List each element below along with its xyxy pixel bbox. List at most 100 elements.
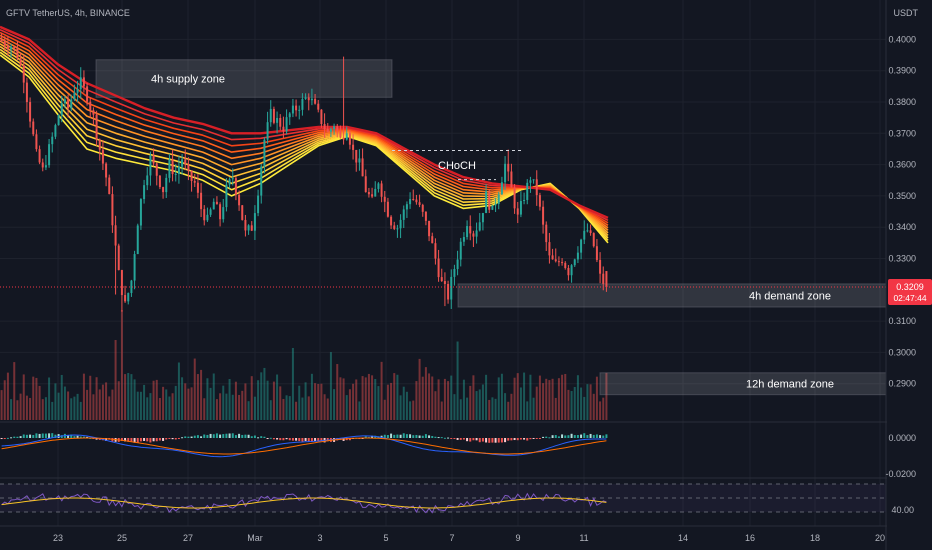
candle[interactable] (282, 116, 285, 139)
candle[interactable] (263, 137, 266, 174)
candle[interactable] (16, 41, 19, 61)
candle[interactable] (462, 232, 465, 246)
candle[interactable] (38, 145, 41, 165)
candle[interactable] (184, 149, 187, 171)
candle[interactable] (301, 93, 304, 116)
candle[interactable] (228, 177, 231, 189)
candle[interactable] (412, 189, 415, 201)
candle[interactable] (155, 162, 158, 186)
candle[interactable] (358, 149, 361, 171)
candle[interactable] (63, 95, 66, 108)
candle[interactable] (143, 179, 146, 204)
candle[interactable] (70, 94, 73, 112)
candle[interactable] (595, 239, 598, 263)
candle[interactable] (187, 157, 190, 181)
candle[interactable] (32, 118, 35, 137)
candle[interactable] (79, 67, 82, 99)
candlesticks[interactable] (0, 33, 608, 312)
candle[interactable] (510, 163, 513, 188)
candle[interactable] (504, 156, 507, 190)
candle[interactable] (60, 95, 63, 123)
candle[interactable] (22, 54, 25, 94)
candle[interactable] (257, 189, 260, 217)
candle[interactable] (519, 191, 522, 218)
candle[interactable] (342, 56, 345, 145)
candle[interactable] (529, 176, 532, 193)
candle[interactable] (466, 220, 469, 240)
candle[interactable] (57, 114, 60, 126)
candle[interactable] (526, 179, 529, 205)
candle[interactable] (117, 243, 120, 271)
candle[interactable] (215, 196, 218, 205)
candle[interactable] (244, 214, 247, 237)
candle[interactable] (377, 182, 380, 193)
candle[interactable] (177, 156, 180, 184)
candle[interactable] (133, 250, 136, 290)
candle[interactable] (124, 285, 127, 303)
candle[interactable] (418, 194, 421, 208)
candle[interactable] (225, 177, 228, 212)
candle[interactable] (573, 258, 576, 267)
candle[interactable] (415, 194, 418, 205)
candle[interactable] (424, 211, 427, 226)
candle[interactable] (336, 123, 339, 138)
candle[interactable] (450, 269, 453, 309)
candle[interactable] (139, 198, 142, 230)
candle[interactable] (92, 107, 95, 126)
candle[interactable] (19, 53, 22, 68)
candle[interactable] (82, 70, 85, 93)
candle[interactable] (605, 271, 608, 292)
candle[interactable] (165, 173, 168, 199)
candle[interactable] (86, 82, 89, 106)
candle[interactable] (393, 221, 396, 231)
candle[interactable] (89, 97, 92, 118)
candle[interactable] (437, 249, 440, 282)
candle[interactable] (127, 292, 130, 305)
candle[interactable] (108, 174, 111, 195)
candle[interactable] (54, 123, 57, 140)
candle[interactable] (320, 109, 323, 128)
candle[interactable] (542, 200, 545, 234)
candle[interactable] (472, 230, 475, 248)
candle[interactable] (523, 192, 526, 205)
candle[interactable] (234, 176, 237, 201)
candle[interactable] (592, 232, 595, 248)
candle[interactable] (196, 174, 199, 199)
candle[interactable] (545, 221, 548, 251)
candle[interactable] (383, 190, 386, 213)
candle[interactable] (405, 201, 408, 218)
candle[interactable] (250, 221, 253, 232)
candle[interactable] (95, 110, 98, 146)
candle[interactable] (374, 181, 377, 197)
candle[interactable] (29, 97, 32, 128)
candle[interactable] (348, 129, 351, 150)
candle[interactable] (339, 125, 342, 139)
candle[interactable] (491, 205, 494, 211)
candle[interactable] (485, 184, 488, 214)
candle[interactable] (532, 179, 535, 184)
candle[interactable] (599, 252, 602, 284)
candle[interactable] (589, 224, 592, 236)
candle[interactable] (200, 183, 203, 218)
candle[interactable] (443, 272, 446, 307)
candle[interactable] (44, 155, 47, 171)
candle[interactable] (494, 197, 497, 213)
candle[interactable] (298, 105, 301, 120)
candle[interactable] (352, 134, 355, 160)
candle[interactable] (219, 202, 222, 227)
candle[interactable] (314, 93, 317, 105)
candle[interactable] (149, 151, 152, 186)
candle[interactable] (111, 186, 114, 233)
candle[interactable] (561, 258, 564, 266)
candle[interactable] (399, 214, 402, 239)
candle[interactable] (146, 167, 149, 191)
candle[interactable] (203, 205, 206, 226)
candle[interactable] (390, 215, 393, 230)
candle[interactable] (583, 220, 586, 245)
candle[interactable] (272, 106, 275, 125)
candle[interactable] (355, 149, 358, 172)
candle[interactable] (602, 266, 605, 291)
candle[interactable] (317, 99, 320, 113)
candle[interactable] (67, 94, 70, 118)
candle[interactable] (453, 264, 456, 286)
